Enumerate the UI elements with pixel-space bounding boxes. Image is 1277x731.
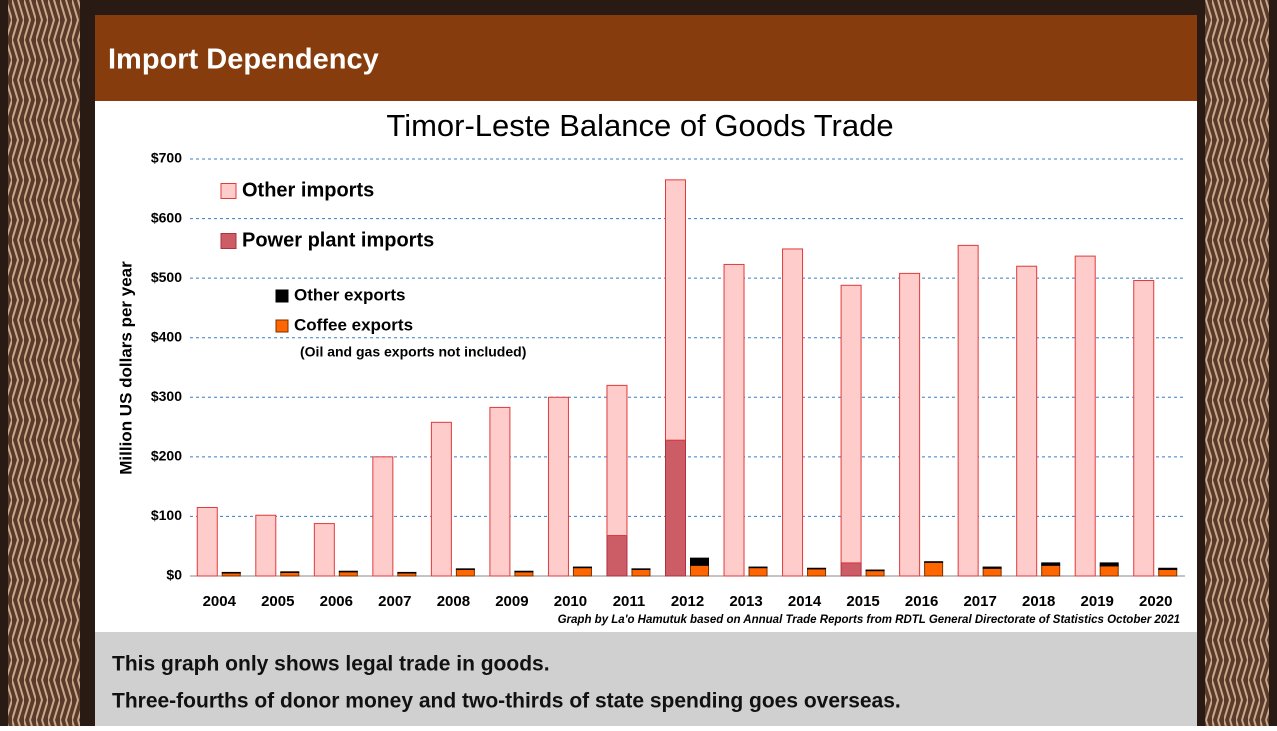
y-tick-label: $700 [151, 150, 182, 166]
bar-segment [572, 567, 592, 577]
bar-segment [196, 506, 218, 577]
bar-segment [338, 571, 358, 577]
bar-segment [547, 396, 569, 577]
bar-segment [723, 263, 745, 577]
bar-segment [631, 568, 651, 577]
x-tick-label: 2006 [320, 593, 353, 610]
x-tick-label: 2016 [905, 593, 938, 610]
legend-swatch [275, 319, 289, 333]
legend-label: Other imports [242, 179, 374, 201]
bar-segment [1041, 562, 1061, 566]
bar-segment [255, 514, 277, 577]
legend-swatch [220, 233, 237, 249]
source: Graph by La'o Hamutuk based on Annual Tr… [558, 614, 1180, 626]
bar-segment [221, 571, 241, 574]
bar-segment [280, 571, 300, 573]
x-tick-label: 2013 [729, 593, 762, 610]
x-tick-label: 2019 [1081, 593, 1114, 610]
chart-title: Timor-Leste Balance of Goods Trade [386, 108, 893, 143]
bar-segment [865, 569, 885, 572]
left-border [8, 0, 80, 726]
bar-segment [372, 456, 394, 577]
y-tick-label: $0 [166, 567, 182, 583]
bar-segment [748, 567, 768, 577]
x-tick-label: 2011 [613, 593, 646, 610]
bar-segment [1133, 280, 1155, 577]
legend-label: Power plant imports [242, 229, 434, 251]
bar-segment [514, 571, 534, 577]
x-tick-label: 2015 [846, 593, 879, 610]
bar-segment [982, 567, 1002, 577]
bar-segment [665, 439, 686, 577]
bar-segment [572, 566, 592, 569]
bar-segment [924, 561, 944, 563]
bar-segment [1041, 564, 1061, 577]
bar-segment [455, 568, 475, 577]
bar-segment [1099, 565, 1119, 577]
x-tick-label: 2007 [378, 593, 411, 610]
bar-segment [957, 244, 979, 577]
right-border [1205, 0, 1269, 726]
notes-area [95, 632, 1197, 726]
legend-swatch [220, 183, 237, 199]
bar-segment [1016, 265, 1038, 577]
x-tick-label: 2012 [671, 593, 704, 610]
bar-segment [313, 523, 335, 577]
bar-segment [1158, 568, 1178, 577]
bar-segment [782, 248, 804, 577]
bar-segment [1158, 567, 1178, 570]
bar-segment [840, 284, 862, 564]
x-tick-label: 2004 [203, 593, 237, 610]
bar-segment [606, 534, 628, 577]
note: This graph only shows legal trade in goo… [112, 653, 550, 676]
bar-segment [665, 179, 686, 441]
annotation: (Oil and gas exports not included) [300, 344, 526, 360]
y-tick-label: $300 [151, 388, 182, 404]
bar-segment [690, 557, 709, 566]
bar-segment [982, 566, 1002, 569]
bar-segment [514, 570, 534, 573]
bar-segment [455, 568, 475, 570]
note: Three-fourths of donor money and two-thi… [112, 690, 901, 713]
x-tick-label: 2009 [495, 593, 528, 610]
bar-segment [430, 421, 452, 577]
y-tick-label: $400 [151, 328, 182, 344]
x-tick-label: 2005 [261, 593, 294, 610]
chart-area [95, 101, 1197, 632]
bar-segment [280, 571, 300, 577]
y-tick-label: $200 [151, 448, 182, 464]
bar-segment [748, 566, 768, 569]
bar-segment [924, 561, 944, 577]
legend-label: Other exports [294, 285, 405, 304]
bar-segment [489, 406, 511, 577]
bar-segment [690, 564, 709, 577]
bar-segment [1074, 255, 1096, 577]
bar-segment [840, 562, 862, 577]
bar-segment [807, 567, 827, 570]
x-tick-label: 2017 [963, 593, 996, 610]
bar-segment [397, 571, 417, 574]
x-tick-label: 2020 [1139, 593, 1172, 610]
bar-segment [606, 384, 628, 536]
bar-segment [865, 570, 885, 577]
x-tick-label: 2018 [1022, 593, 1055, 610]
heading: Import Dependency [108, 44, 379, 76]
legend-swatch [275, 289, 289, 303]
y-tick-label: $600 [151, 209, 182, 225]
header-bar [95, 15, 1197, 101]
bar-segment [1099, 562, 1119, 567]
y-tick-label: $500 [151, 269, 182, 285]
bar-segment [631, 568, 651, 570]
y-axis-label: Million US dollars per year [116, 261, 135, 475]
legend-label: Coffee exports [294, 315, 413, 334]
y-tick-label: $100 [151, 507, 182, 523]
bar-segment [899, 272, 921, 577]
x-tick-label: 2014 [788, 593, 822, 610]
bar-segment [807, 568, 827, 577]
bar-segment [338, 570, 358, 573]
x-tick-label: 2010 [554, 593, 587, 610]
x-tick-label: 2008 [437, 593, 470, 610]
